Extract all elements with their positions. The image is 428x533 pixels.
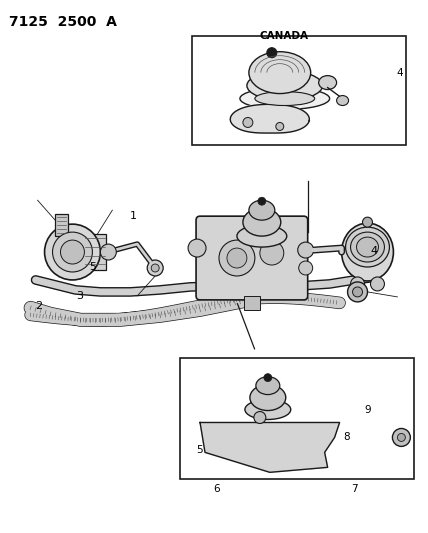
Circle shape [188, 239, 206, 257]
Ellipse shape [357, 237, 378, 257]
Text: 2: 2 [36, 301, 43, 311]
Text: 5: 5 [89, 262, 96, 271]
Circle shape [243, 117, 253, 127]
Text: 5: 5 [196, 445, 202, 455]
Text: 7: 7 [351, 483, 358, 494]
Ellipse shape [247, 71, 323, 101]
Text: 1: 1 [129, 211, 137, 221]
Bar [192, 36, 406, 146]
Circle shape [45, 224, 101, 280]
Ellipse shape [256, 377, 280, 394]
Ellipse shape [351, 232, 384, 262]
Circle shape [219, 240, 255, 276]
Bar [54, 214, 68, 236]
Circle shape [298, 242, 314, 258]
Text: 3: 3 [76, 290, 83, 301]
Text: 8: 8 [343, 432, 350, 441]
Circle shape [353, 287, 363, 297]
Circle shape [398, 433, 405, 441]
Circle shape [348, 282, 368, 302]
Ellipse shape [345, 227, 389, 267]
Ellipse shape [237, 225, 287, 247]
Circle shape [264, 374, 272, 382]
Ellipse shape [342, 223, 393, 281]
Circle shape [227, 248, 247, 268]
Circle shape [351, 277, 365, 291]
Text: 4: 4 [396, 68, 403, 78]
Circle shape [151, 264, 159, 272]
Polygon shape [200, 423, 339, 472]
Ellipse shape [240, 87, 330, 109]
Text: 6: 6 [213, 483, 220, 494]
Circle shape [260, 241, 284, 265]
Ellipse shape [249, 200, 275, 220]
Bar [180, 358, 414, 479]
Ellipse shape [243, 208, 281, 236]
Polygon shape [230, 104, 309, 133]
Circle shape [258, 197, 266, 205]
FancyBboxPatch shape [196, 216, 308, 300]
Circle shape [392, 429, 410, 447]
Text: 4: 4 [370, 246, 377, 255]
Circle shape [101, 244, 116, 260]
Circle shape [363, 217, 372, 227]
Text: CANADA: CANADA [260, 31, 309, 42]
Circle shape [53, 232, 92, 272]
Text: 7125  2500  A: 7125 2500 A [9, 15, 116, 29]
Circle shape [299, 261, 313, 275]
Bar [244, 296, 260, 310]
Bar [84, 234, 106, 270]
Circle shape [147, 260, 163, 276]
Circle shape [371, 277, 384, 291]
Ellipse shape [255, 92, 315, 106]
Ellipse shape [250, 385, 286, 410]
Ellipse shape [319, 76, 336, 90]
Text: 9: 9 [364, 405, 371, 415]
Circle shape [254, 411, 266, 424]
Ellipse shape [267, 48, 277, 58]
Circle shape [276, 123, 284, 131]
Ellipse shape [245, 400, 291, 419]
Circle shape [60, 240, 84, 264]
Ellipse shape [249, 52, 311, 94]
Ellipse shape [336, 95, 348, 106]
